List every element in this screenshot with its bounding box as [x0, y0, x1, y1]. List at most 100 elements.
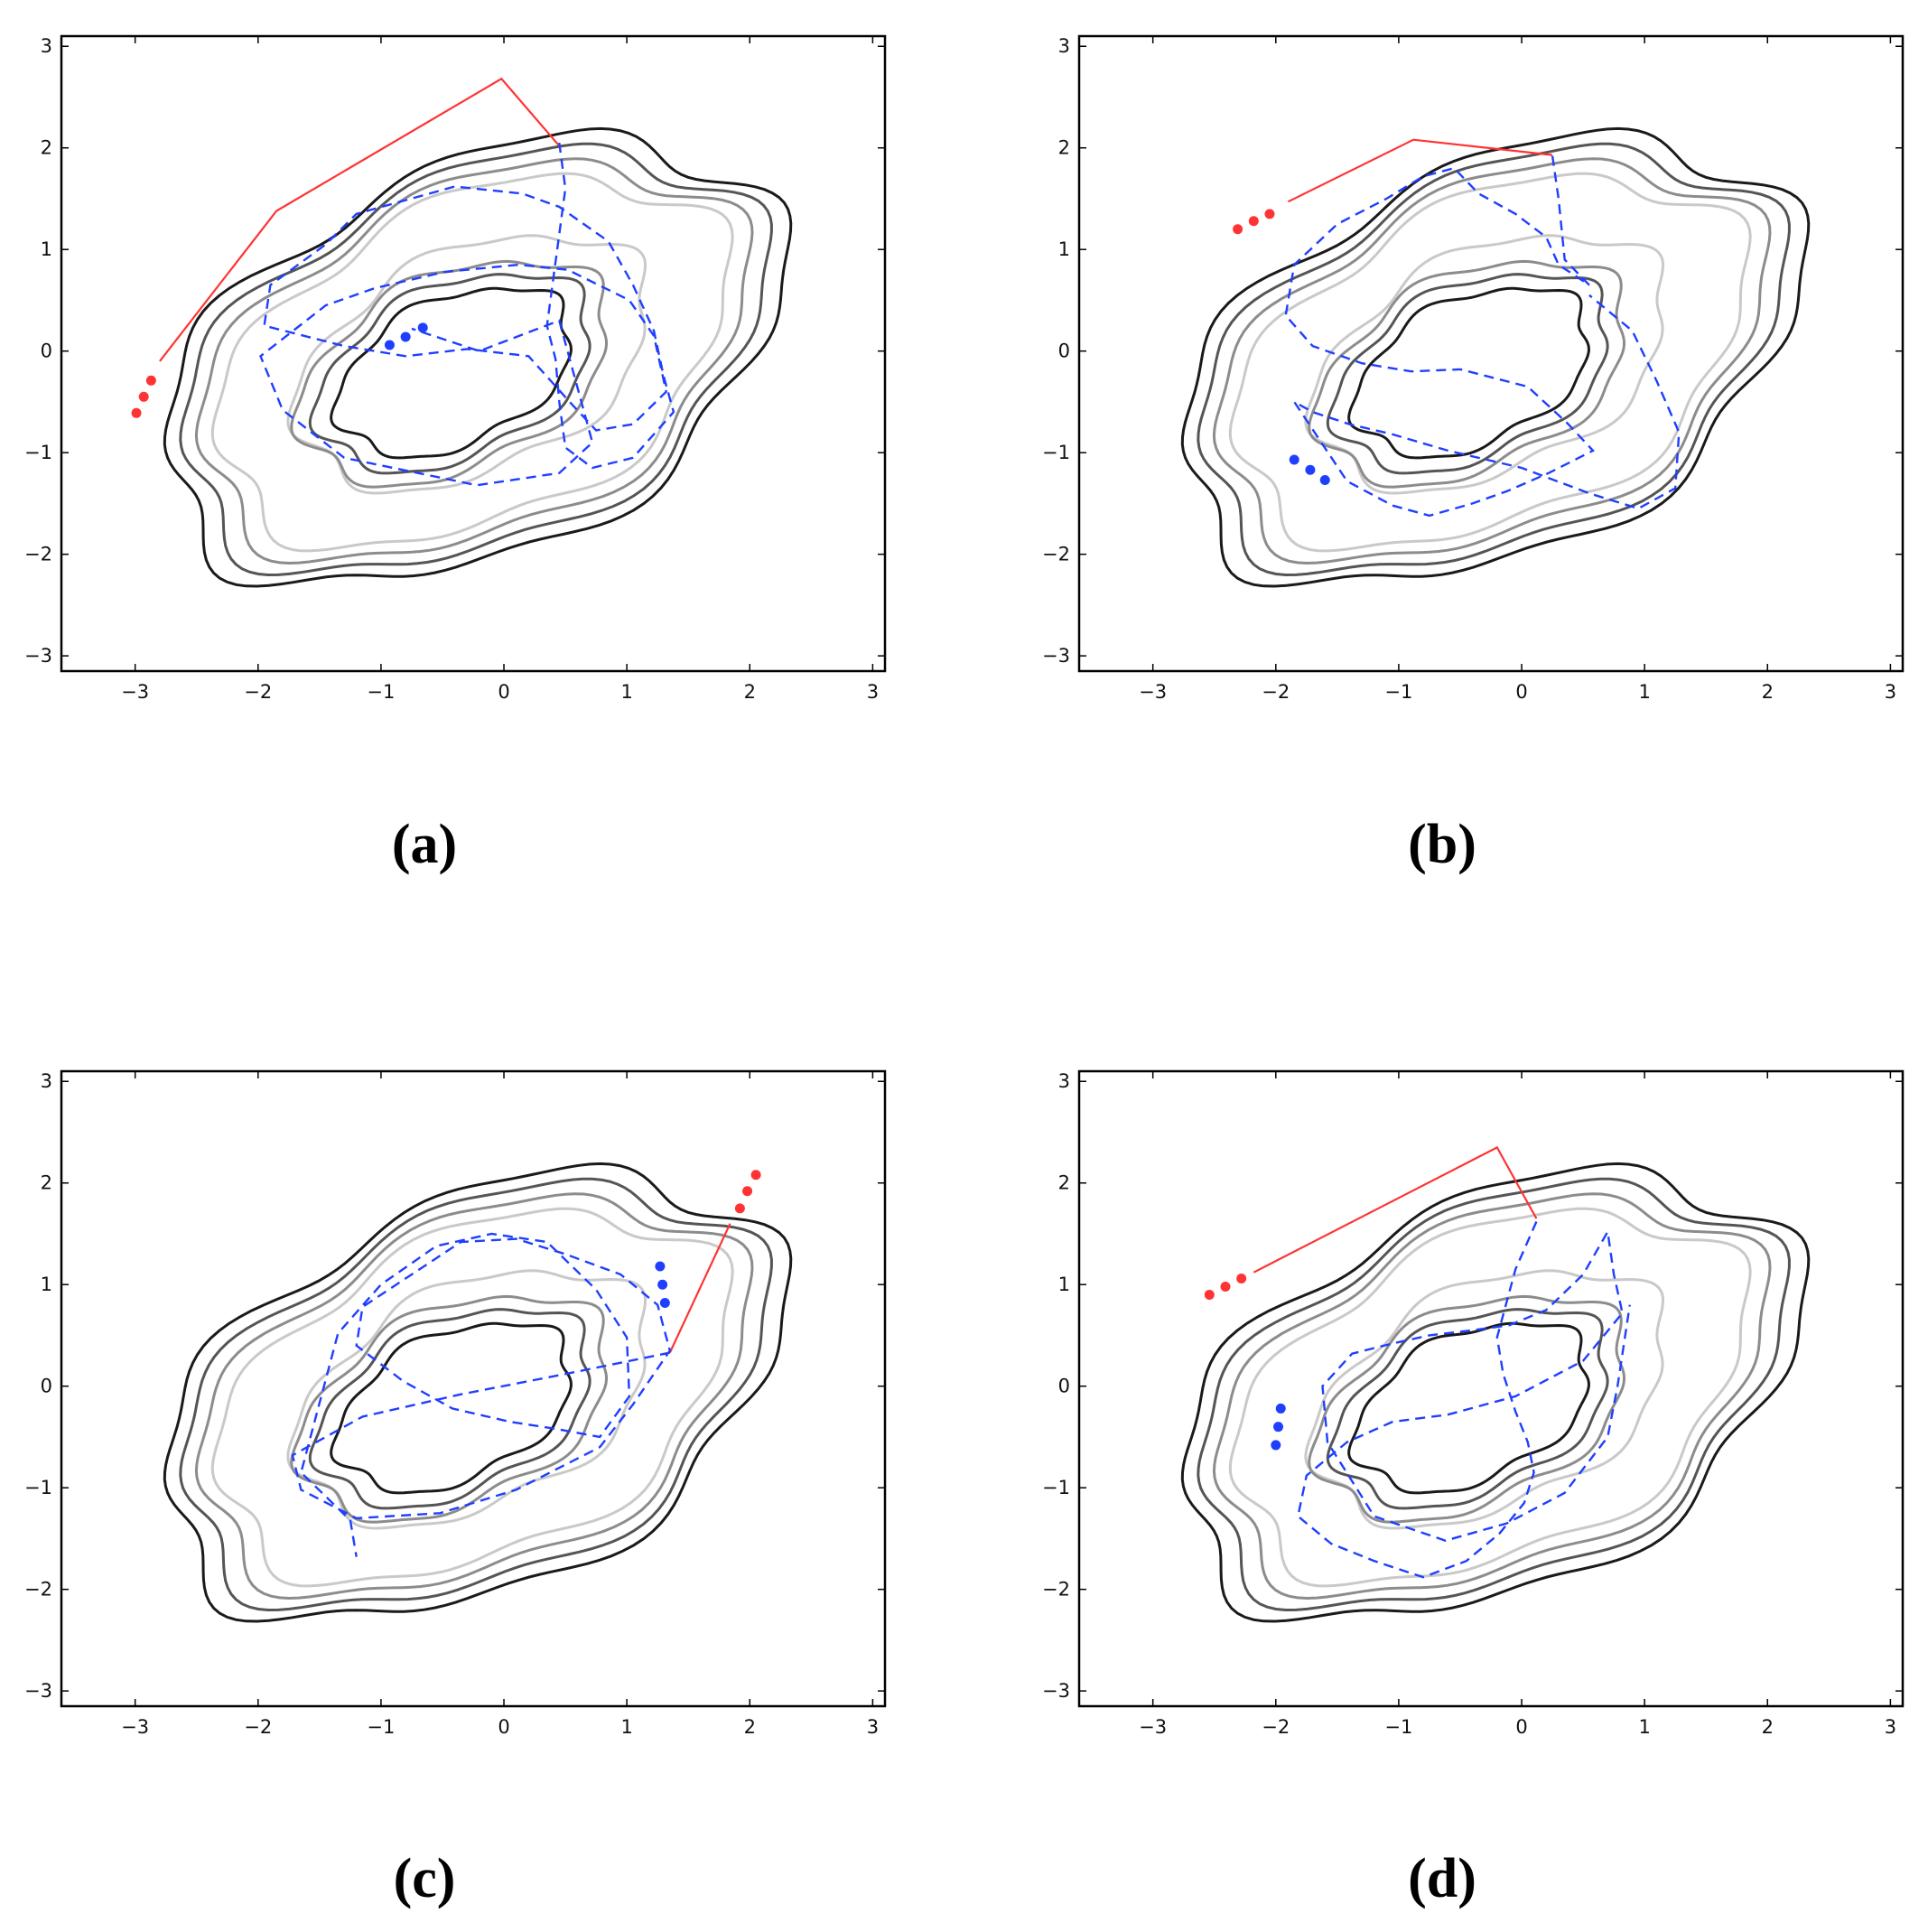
contour-d-6 — [1326, 1308, 1609, 1510]
plot-area-b — [1180, 126, 1811, 588]
panel-b: (b) −3 −2 −1 0 1 2 3 −3 −2 −1 0 1 2 3 — [1042, 34, 1905, 875]
point-c-3-1 — [657, 1279, 668, 1290]
panel-label-b: (b) — [1408, 814, 1476, 875]
ytick-label-d-0: −3 — [1042, 1680, 1070, 1702]
panel-c: (c) −3 −2 −1 0 1 2 3 −3 −2 −1 0 1 2 3 — [24, 1069, 887, 1909]
panel-label-a: (a) — [392, 814, 457, 875]
ytick-label-c-2: −1 — [24, 1477, 52, 1498]
contour-d-5 — [1308, 1294, 1625, 1524]
panel-a: (a) −3 −2 −1 0 1 2 3 −3 −2 −1 0 1 2 3 — [24, 34, 887, 875]
contour-c-6 — [308, 1308, 591, 1510]
frame-b — [1077, 34, 1905, 673]
xtick-label-d-3: 0 — [1515, 1716, 1527, 1738]
contour-a-0 — [163, 126, 793, 588]
point-b-3-0 — [1289, 454, 1299, 465]
xtick-label-c-6: 3 — [867, 1716, 879, 1738]
contour-c-1 — [179, 1177, 773, 1612]
ytick-label-b-6: 3 — [1058, 35, 1070, 57]
contour-c-3 — [210, 1207, 734, 1588]
ytick-label-b-4: 1 — [1058, 238, 1070, 260]
point-a-3-2 — [417, 322, 428, 333]
ytick-label-a-1: −2 — [24, 544, 52, 565]
contour-d-4 — [1304, 1269, 1665, 1530]
xtick-label-a-6: 3 — [867, 681, 879, 703]
xtick-label-d-5: 2 — [1762, 1716, 1774, 1738]
ytick-label-b-1: −2 — [1042, 544, 1070, 565]
xtick-label-d-4: 1 — [1638, 1716, 1650, 1738]
ytick-label-c-6: 3 — [41, 1070, 52, 1092]
point-d-2-2 — [1236, 1273, 1247, 1283]
xtick-label-b-6: 3 — [1885, 681, 1896, 703]
contour-a-6 — [308, 273, 591, 475]
xtick-label-b-0: −3 — [1139, 681, 1167, 703]
xtick-label-b-2: −1 — [1384, 681, 1412, 703]
ytick-label-d-2: −1 — [1042, 1477, 1070, 1498]
panel-d: (d) −3 −2 −1 0 1 2 3 −3 −2 −1 0 1 2 3 — [1042, 1069, 1905, 1909]
frame-a — [60, 34, 887, 673]
ytick-label-c-0: −3 — [24, 1680, 52, 1702]
track-b — [1284, 155, 1681, 518]
plot-area-d — [1180, 1145, 1811, 1623]
xtick-label-d-6: 3 — [1885, 1716, 1896, 1738]
contour-c-7 — [330, 1321, 573, 1495]
track-c — [291, 1232, 672, 1557]
xtick-label-a-2: −1 — [367, 681, 395, 703]
ytick-label-c-1: −2 — [24, 1579, 52, 1601]
point-d-2-0 — [1204, 1289, 1215, 1300]
ytick-label-b-5: 2 — [1058, 137, 1070, 159]
point-c-3-0 — [655, 1261, 666, 1272]
point-a-3-0 — [384, 340, 395, 350]
panel-label-d: (d) — [1408, 1848, 1476, 1909]
point-b-2-2 — [1264, 209, 1275, 219]
xtick-label-d-0: −3 — [1139, 1716, 1167, 1738]
panel-label-c: (c) — [394, 1848, 456, 1909]
xtick-label-d-1: −2 — [1262, 1716, 1290, 1738]
contour-b-0 — [1180, 126, 1811, 588]
contour-d-3 — [1228, 1207, 1752, 1588]
ytick-label-d-1: −2 — [1042, 1579, 1070, 1601]
point-d-3-2 — [1271, 1440, 1281, 1451]
ytick-label-a-2: −1 — [24, 442, 52, 463]
ytick-label-a-6: 3 — [41, 35, 52, 57]
contour-b-5 — [1308, 259, 1625, 489]
xtick-label-a-4: 1 — [620, 681, 632, 703]
ytick-label-c-5: 2 — [41, 1172, 52, 1194]
ytick-label-d-3: 0 — [1058, 1376, 1070, 1397]
xtick-label-a-3: 0 — [498, 681, 509, 703]
frame-c — [60, 1069, 887, 1708]
route-c — [668, 1223, 731, 1354]
contour-a-1 — [179, 142, 773, 577]
point-c-2-1 — [742, 1186, 753, 1197]
xtick-label-a-0: −3 — [121, 681, 149, 703]
xtick-label-a-5: 2 — [744, 681, 756, 703]
contour-d-0 — [1180, 1162, 1811, 1623]
contour-a-2 — [194, 157, 754, 565]
contour-a-3 — [210, 172, 734, 553]
ytick-label-d-4: 1 — [1058, 1274, 1070, 1295]
xtick-label-a-1: −2 — [244, 681, 272, 703]
ytick-label-b-3: 0 — [1058, 341, 1070, 362]
contour-b-1 — [1197, 142, 1791, 577]
contour-c-5 — [290, 1294, 608, 1524]
point-b-2-1 — [1248, 216, 1259, 227]
ytick-label-a-5: 2 — [41, 137, 52, 159]
point-c-2-0 — [734, 1203, 745, 1214]
plot-area-c — [163, 1162, 793, 1623]
xtick-label-b-5: 2 — [1762, 681, 1774, 703]
contour-b-3 — [1228, 172, 1752, 553]
xtick-label-b-3: 0 — [1515, 681, 1527, 703]
xtick-label-c-3: 0 — [498, 1716, 509, 1738]
ytick-label-b-2: −1 — [1042, 442, 1070, 463]
ytick-label-a-0: −3 — [24, 645, 52, 667]
point-a-2-2 — [145, 375, 156, 386]
ytick-label-c-4: 1 — [41, 1274, 52, 1295]
point-b-3-2 — [1319, 475, 1330, 486]
frame-d — [1077, 1069, 1905, 1708]
point-b-2-0 — [1233, 224, 1243, 235]
xtick-label-b-4: 1 — [1638, 681, 1650, 703]
ytick-label-d-6: 3 — [1058, 1070, 1070, 1092]
contour-b-6 — [1326, 273, 1609, 475]
contour-b-4 — [1304, 234, 1665, 495]
xtick-label-c-5: 2 — [744, 1716, 756, 1738]
ytick-label-b-0: −3 — [1042, 645, 1070, 667]
